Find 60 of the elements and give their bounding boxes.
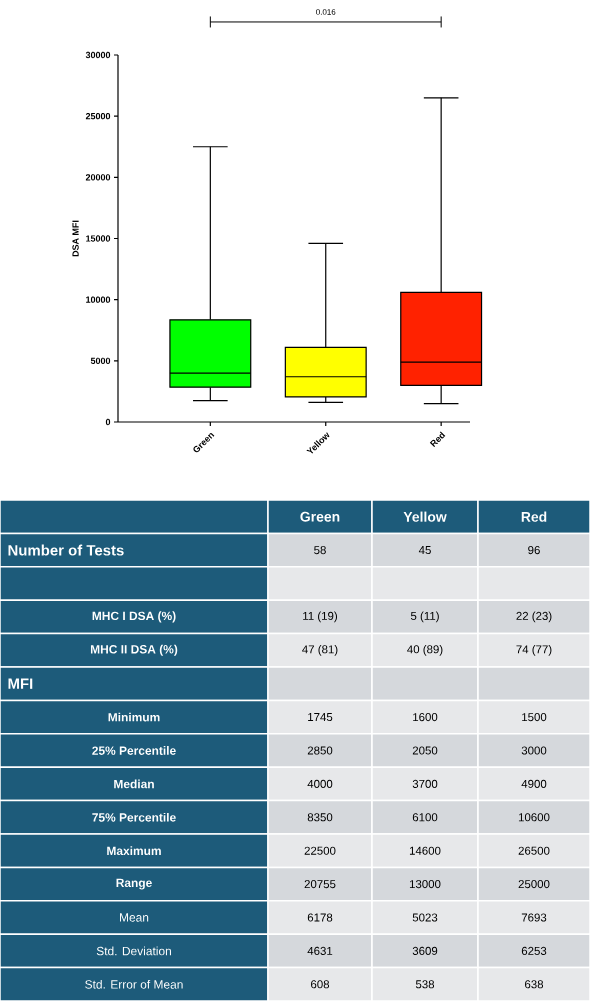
text: Number of Tests [8,544,124,556]
text: 538 [415,980,435,989]
text: 5 (11) [410,611,439,623]
category-label: Green [300,511,340,522]
text: 22 (23) [516,611,552,623]
text: 3700 [412,779,438,788]
text: 10600 [518,813,550,822]
text: 13000 [409,880,441,889]
text: 5023 [412,913,438,922]
text: 58 [314,546,326,555]
category-label: Red [521,511,547,522]
text: 6100 [412,813,438,822]
text: 4631 [307,946,333,955]
y-tick-label: 15000 [86,235,111,242]
category-label: Yellow [403,511,447,522]
text: 74 (77) [516,644,552,656]
text: Minimum [108,712,160,722]
text: 2050 [412,746,438,755]
text: 26500 [518,846,550,855]
text: 75% Percentile [92,812,176,822]
y-tick-label: 0 [105,418,111,426]
text: Median [114,779,154,789]
text: MHC I DSA (%) [92,611,176,623]
text: 638 [525,980,544,989]
text: 3000 [521,746,547,755]
text: 7693 [521,913,547,922]
text: 4000 [307,779,333,788]
y-axis-title: DSA MFI [72,220,79,257]
text: 1500 [522,713,547,722]
y-tick-label: 10000 [86,296,111,303]
text: 1745 [308,713,333,722]
text: Range [116,878,152,890]
text: 47 (81) [302,644,338,656]
text: Std. Deviation [96,946,171,956]
y-tick-label: 30000 [85,51,111,59]
text: 6253 [521,946,547,955]
text: 6178 [307,913,333,922]
text: 2850 [307,746,333,755]
text: 22500 [304,846,336,855]
text: 4900 [521,779,547,788]
text: 11 (19) [303,611,338,623]
y-tick-label: 25000 [85,112,111,120]
text: 25% Percentile [92,746,176,755]
text: 8350 [307,813,333,822]
text: MFI [8,678,33,689]
text: 96 [528,546,540,555]
text: Std. Error of Mean [85,979,183,989]
text: 608 [311,980,330,989]
text: 20755 [304,880,336,889]
text: Maximum [107,846,161,856]
text: 14600 [409,846,441,855]
y-tick-label: 20000 [85,174,111,181]
text: 1600 [413,713,438,722]
text: 45 [418,546,431,555]
text: 40 (89) [407,644,443,656]
text: 3609 [412,946,438,955]
y-tick-label: 5000 [90,357,111,365]
text: Mean [120,913,149,922]
text: 25000 [518,880,550,889]
text: MHC II DSA (%) [90,644,178,656]
